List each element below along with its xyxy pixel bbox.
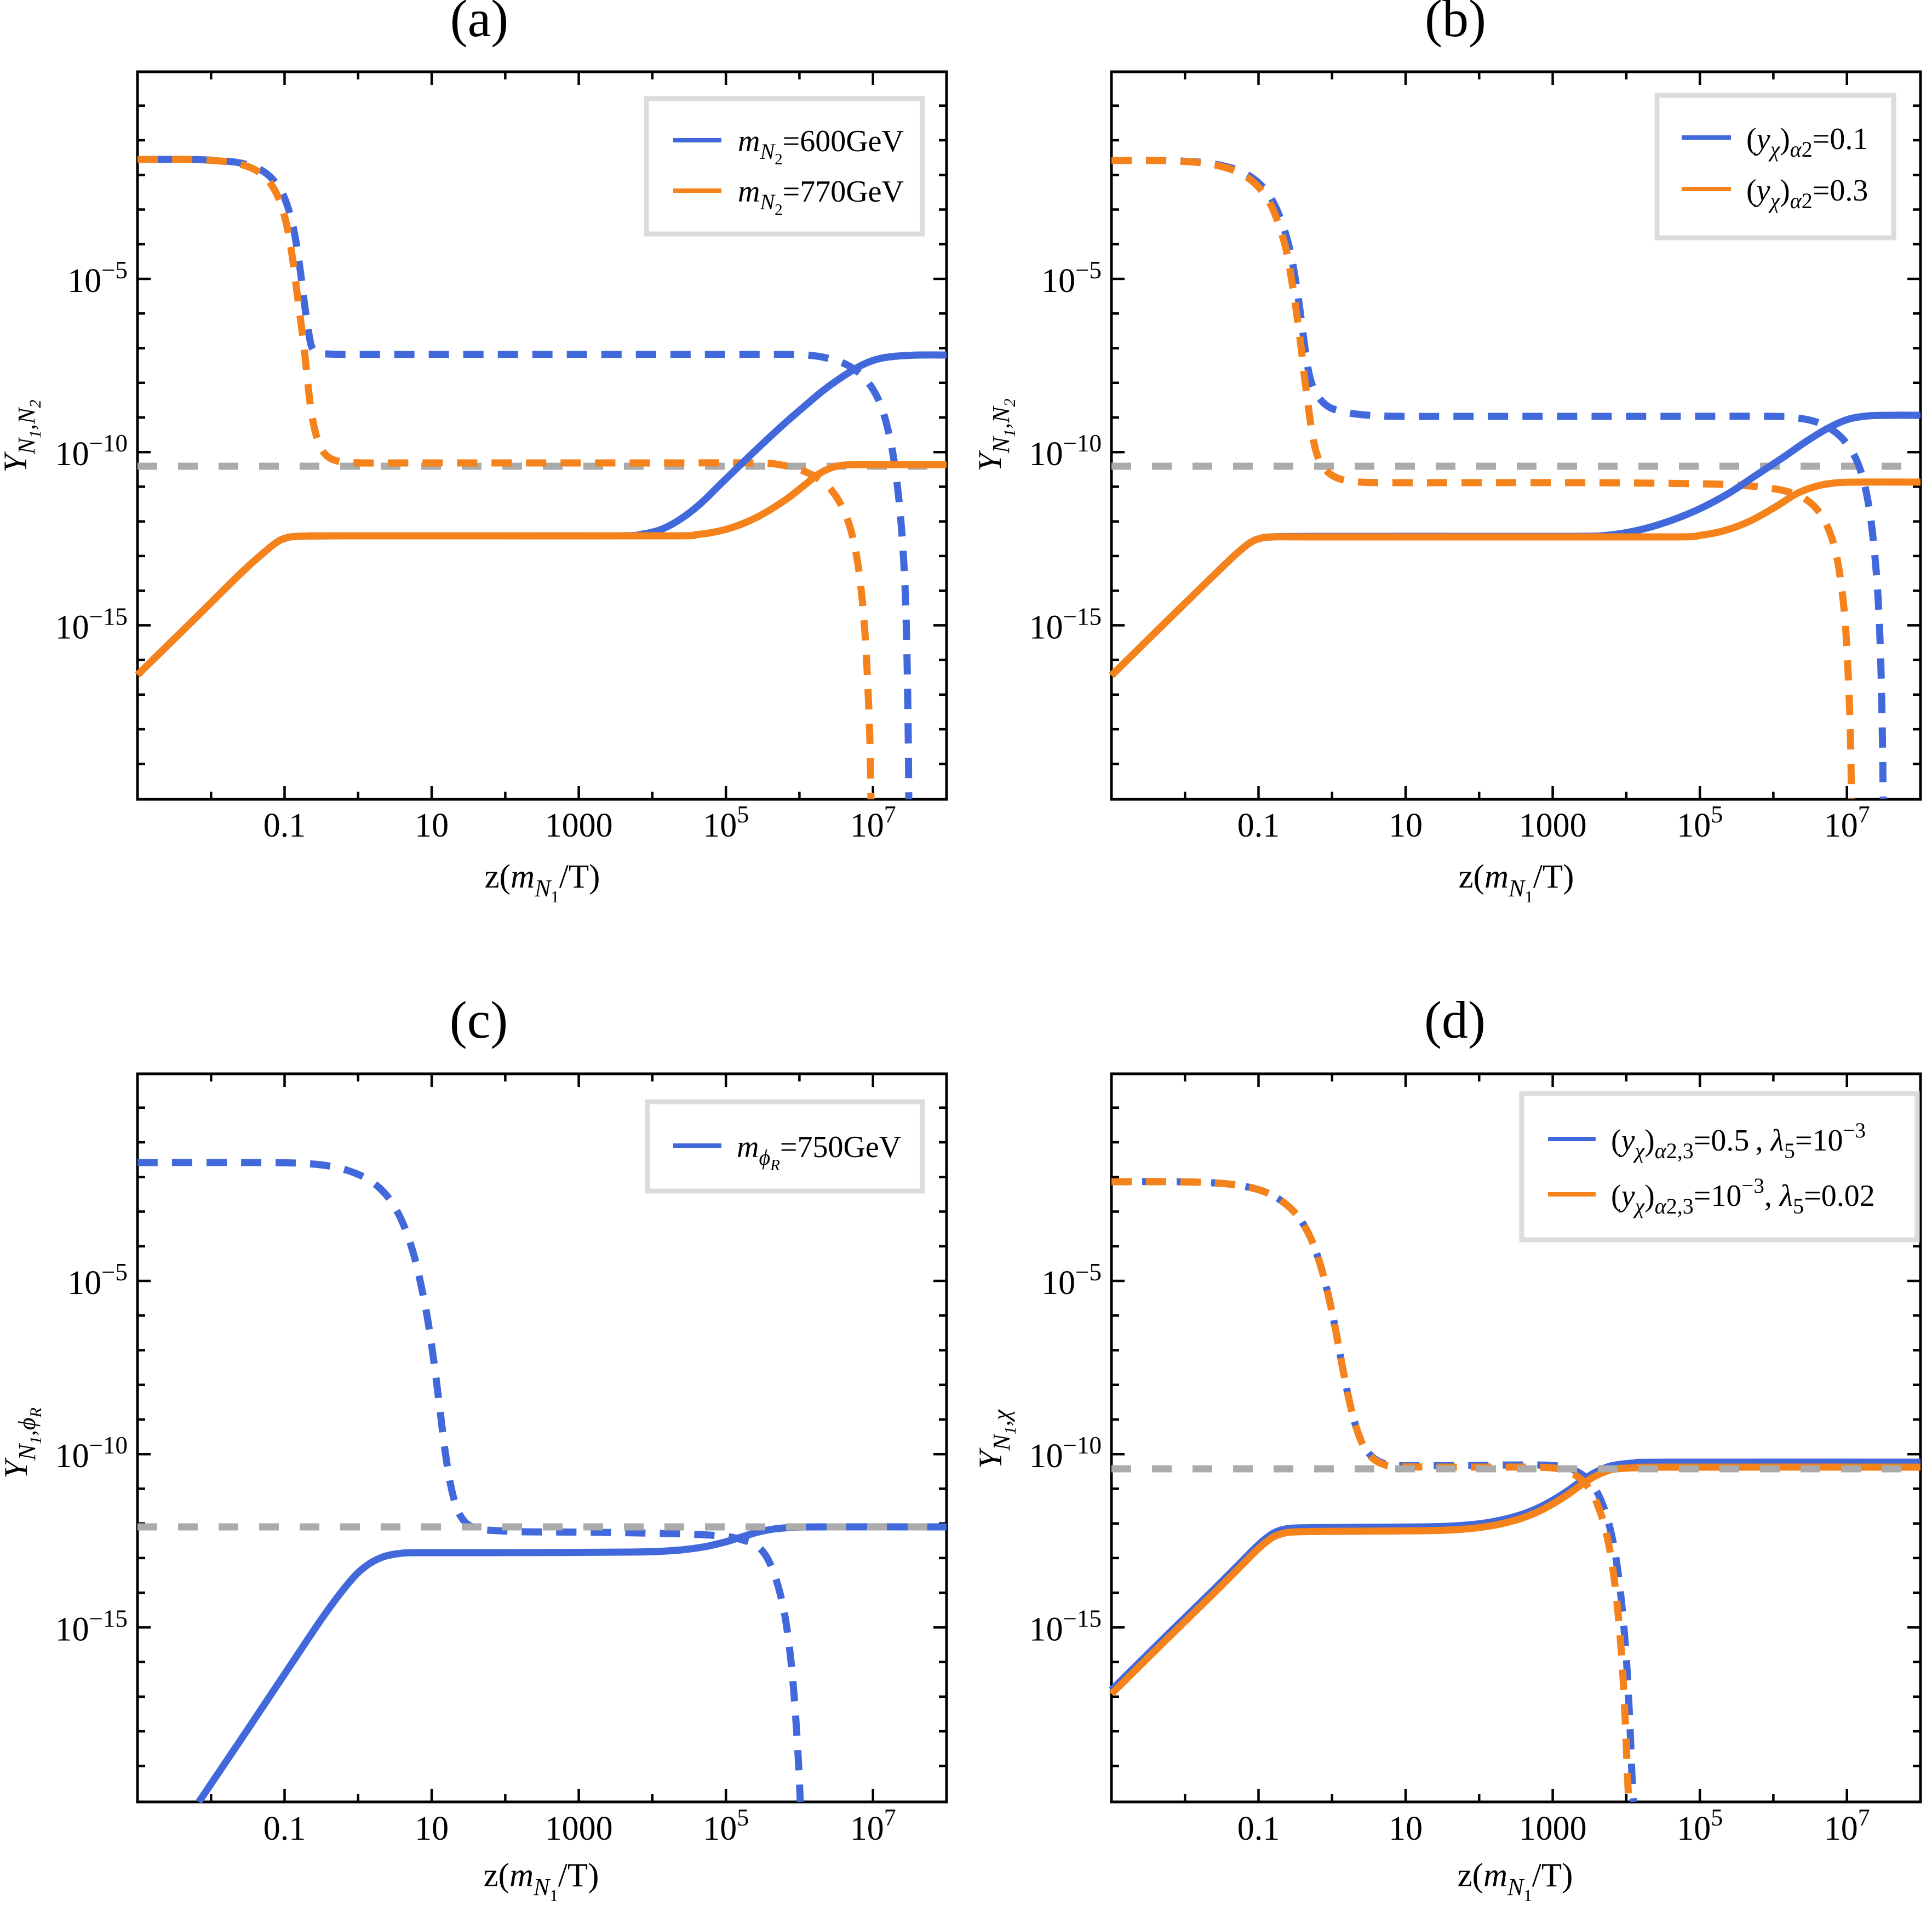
- svg-text:10: 10: [415, 807, 449, 844]
- svg-text:(b): (b): [1425, 0, 1486, 48]
- svg-text:1000: 1000: [545, 1810, 613, 1847]
- svg-text:10−5: 10−5: [1041, 1258, 1102, 1302]
- svg-text:(c): (c): [450, 991, 508, 1049]
- svg-text:1000: 1000: [545, 807, 613, 844]
- svg-text:10−5: 10−5: [67, 1258, 128, 1302]
- svg-text:(d): (d): [1424, 991, 1486, 1049]
- svg-text:10: 10: [1389, 1810, 1423, 1847]
- svg-text:0.1: 0.1: [1237, 1810, 1280, 1847]
- svg-text:(yχ)α2,3=0.5 , λ5=10−3: (yχ)α2,3=0.5 , λ5=10−3: [1611, 1119, 1866, 1163]
- svg-text:107: 107: [1824, 801, 1870, 844]
- svg-text:(yχ)α2=0.3: (yχ)α2=0.3: [1746, 174, 1868, 213]
- svg-text:105: 105: [703, 801, 749, 844]
- svg-text:mN2=600GeV: mN2=600GeV: [738, 124, 904, 168]
- svg-text:10: 10: [1389, 807, 1423, 844]
- svg-text:mN2=770GeV: mN2=770GeV: [738, 175, 904, 219]
- svg-text:(a): (a): [450, 0, 509, 48]
- svg-text:mϕR=750GeV: mϕR=750GeV: [737, 1130, 901, 1174]
- svg-text:(yχ)α2=0.1: (yχ)α2=0.1: [1746, 122, 1868, 162]
- svg-text:1000: 1000: [1519, 1810, 1587, 1847]
- svg-text:0.1: 0.1: [1237, 807, 1280, 844]
- svg-text:10−15: 10−15: [1029, 1605, 1102, 1648]
- svg-text:(yχ)α2,3=10−3, λ5=0.02: (yχ)α2,3=10−3, λ5=0.02: [1611, 1174, 1875, 1218]
- svg-text:0.1: 0.1: [263, 807, 306, 844]
- svg-text:10: 10: [415, 1810, 449, 1847]
- svg-text:0.1: 0.1: [263, 1810, 306, 1847]
- svg-text:1000: 1000: [1519, 807, 1587, 844]
